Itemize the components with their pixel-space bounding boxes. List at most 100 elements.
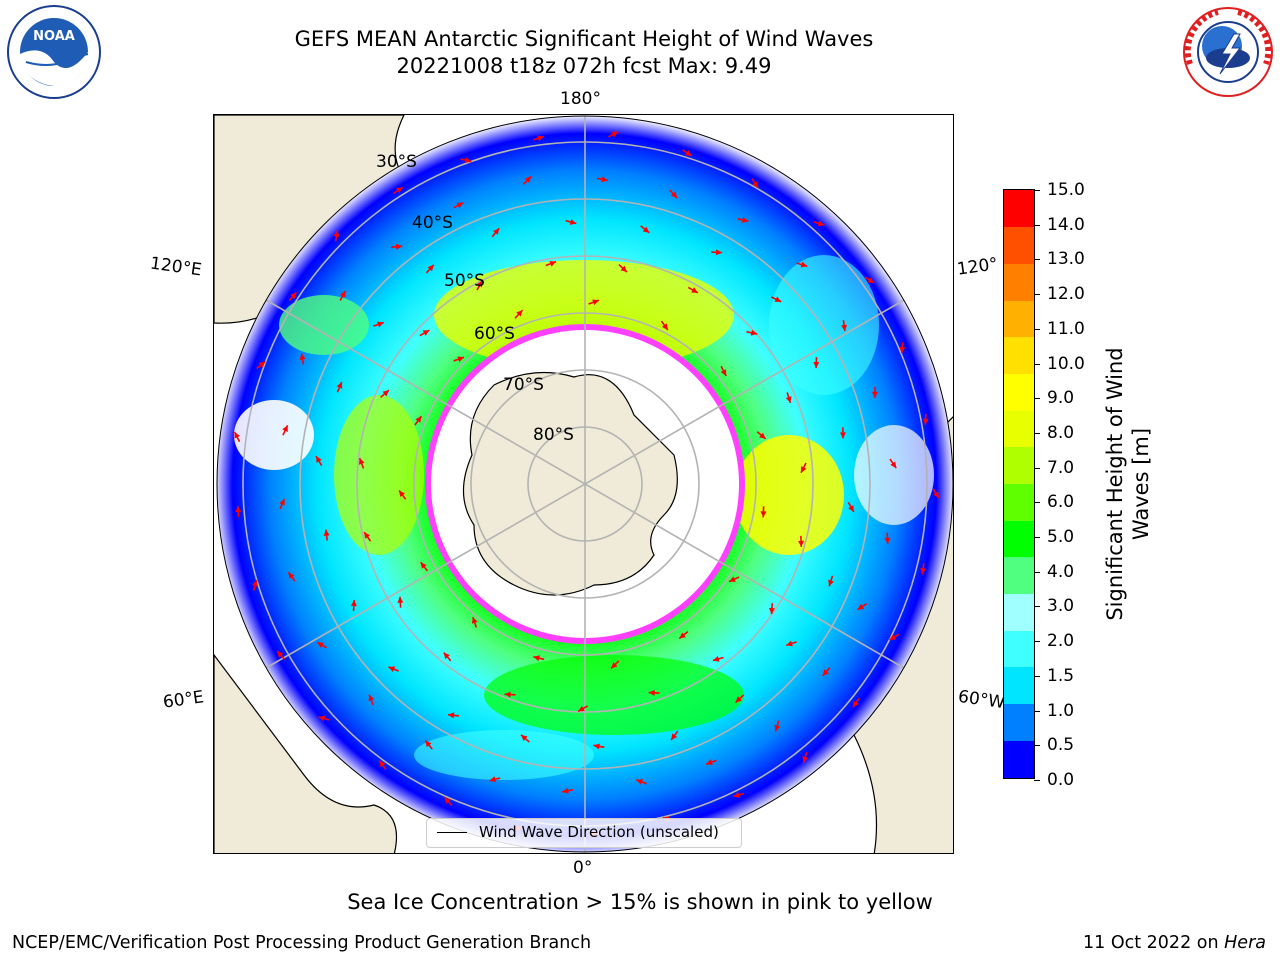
wave-arrow-head	[920, 567, 927, 575]
wave-arrow-head	[537, 135, 544, 142]
wave-arrow-head	[299, 353, 306, 360]
wave-arrow-head	[379, 760, 386, 768]
colorbar-segment	[1004, 410, 1034, 448]
lon-label-60e: 60°E	[161, 687, 206, 713]
land-africa	[214, 653, 398, 853]
wave-arrow-head	[642, 226, 650, 233]
colorbar-tick: 8.0	[1033, 424, 1074, 442]
wave-arrow-head	[358, 458, 365, 465]
wave-arrow-head	[733, 792, 740, 798]
colorbar-segment	[1004, 703, 1034, 741]
lon-label-60w: 60°W	[956, 686, 1007, 714]
wave-arrow-head	[768, 607, 775, 615]
colorbar-tick: 0.5	[1033, 737, 1074, 754]
colorbar-tick: 15.0	[1034, 182, 1085, 199]
wave-arrow-head	[648, 689, 655, 696]
wave-arrow-head	[800, 261, 808, 268]
wave-arrow-head	[933, 491, 939, 498]
colorbar-tick: 1.0	[1033, 702, 1074, 720]
polar-map	[214, 115, 953, 853]
lon-label-120w: 120°	[955, 254, 1000, 280]
wave-arrow-head	[798, 540, 805, 547]
wave-arrow-head	[382, 390, 390, 397]
colorbar-label: Significant Height of Wind Waves [m]	[1102, 284, 1154, 684]
chart-title: GEFS MEAN Antarctic Significant Height o…	[294, 27, 874, 51]
wave-arrow-head	[899, 346, 906, 354]
wave-arrow-head	[661, 323, 668, 331]
land-antarctica	[462, 371, 678, 596]
wave-arrow-head	[760, 511, 767, 518]
wave-arrow-head	[601, 176, 608, 183]
colorbar-segment	[1004, 483, 1034, 521]
wave-arrow-head	[235, 506, 242, 513]
colorbar-segment	[1004, 373, 1034, 411]
wave-arrow-head	[759, 432, 766, 439]
colorbar-segment	[1004, 593, 1034, 631]
colorbar-segment	[1004, 190, 1034, 228]
wind-wave-arrows	[233, 130, 940, 837]
wave-arrow-head	[729, 576, 736, 582]
wave-arrow-head	[890, 461, 897, 469]
footer-date: 11 Oct 2022 on Hera	[1083, 933, 1266, 953]
wave-arrow-head	[399, 490, 406, 498]
colorbar-segment	[1004, 336, 1034, 374]
wave-arrow-head	[395, 243, 403, 250]
lon-label-180: 180°	[560, 89, 601, 109]
svg-text:NOAA: NOAA	[33, 29, 75, 44]
wave-arrow-head	[578, 705, 585, 712]
wave-arrow-head	[457, 356, 465, 363]
wave-arrow-head	[316, 456, 322, 463]
wave-arrow-head	[549, 260, 557, 267]
wave-arrow-head	[336, 382, 343, 389]
colorbar-tick: 6.0	[1033, 494, 1074, 511]
map-legend: Wind Wave Direction (unscaled)	[426, 818, 742, 848]
wave-arrow-head	[562, 787, 569, 794]
wave-arrow-head	[741, 216, 749, 223]
wave-arrow-head	[848, 505, 854, 512]
wave-arrow-head	[317, 642, 324, 648]
footer-date-text: 11 Oct 2022 on	[1083, 933, 1225, 953]
wave-arrow-head	[785, 396, 792, 403]
wave-arrow-head	[857, 603, 865, 610]
colorbar-tick: 10.0	[1034, 355, 1085, 373]
wave-arrow-head	[476, 280, 483, 288]
wave-arrow-head	[388, 666, 396, 672]
wave-arrow-head	[493, 228, 500, 235]
wave-arrow-head	[333, 230, 340, 237]
wave-arrow-head	[802, 756, 809, 763]
wave-arrow-head	[516, 310, 523, 317]
wave-arrow-head	[422, 330, 430, 336]
wave-arrow-head	[447, 712, 455, 719]
wave-arrow-head	[277, 651, 284, 658]
wave-arrow-head	[822, 669, 829, 676]
wave-arrow-head	[593, 743, 600, 750]
lon-label-120e: 120°E	[148, 253, 203, 281]
colorbar-tick: 14.0	[1034, 216, 1085, 234]
wave-arrow-head	[323, 529, 330, 536]
wave-arrow-head	[471, 617, 478, 624]
lat-label-70s: 70°S	[503, 375, 544, 395]
colorbar-label-line1: Significant Height of Wind	[1103, 347, 1127, 621]
wave-arrow-head	[750, 329, 758, 336]
wave-arrow-head	[871, 391, 878, 398]
wave-arrow-head	[828, 579, 834, 587]
wave-arrow-head	[521, 734, 528, 742]
wave-arrow-head	[817, 220, 825, 227]
colorbar-segment	[1004, 556, 1034, 595]
wave-arrow-head	[712, 655, 720, 662]
wave-arrow-head	[706, 759, 713, 765]
wave-arrow-head	[533, 655, 540, 662]
wave-arrow-head	[922, 418, 929, 425]
wave-arrow-head	[592, 299, 599, 306]
wave-arrow-head	[397, 596, 404, 603]
wave-arrow-head	[636, 779, 643, 785]
wave-arrow-head	[258, 361, 266, 368]
wave-arrow-head	[884, 537, 891, 544]
wave-arrow-head	[679, 632, 686, 639]
map-frame	[213, 114, 954, 854]
chart-subtitle: 20221008 t18z 072h fcst Max: 9.49	[396, 54, 772, 78]
colorbar-tick: 4.0	[1033, 563, 1074, 581]
wave-arrow-head	[889, 634, 897, 640]
wave-arrow-head	[443, 652, 450, 659]
colorbar-segment	[1004, 446, 1034, 484]
